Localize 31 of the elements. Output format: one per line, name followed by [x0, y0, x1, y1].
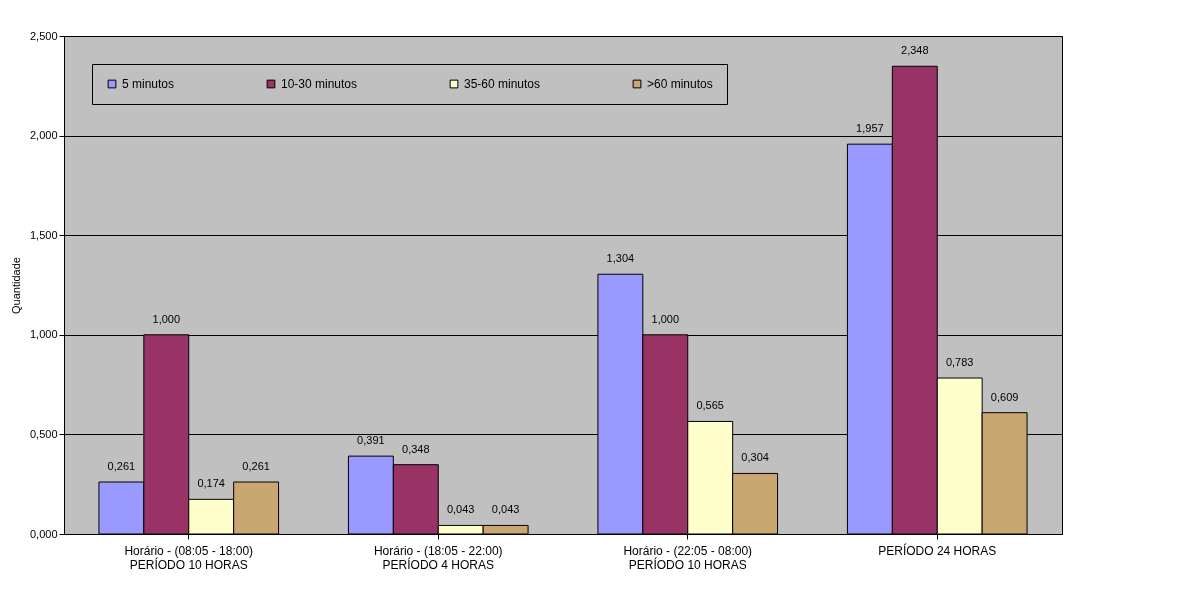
- data-label: 0,348: [402, 442, 430, 455]
- y-tick-label: 1,000: [29, 328, 58, 341]
- legend-label: >60 minutos: [647, 77, 713, 91]
- legend-label: 5 minutos: [122, 77, 175, 91]
- data-label: 1,957: [856, 122, 884, 135]
- data-label: 0,043: [446, 503, 475, 516]
- x-tick-label: Horário - (22:05 - 08:00) PERÍODO 10 HORAS: [623, 543, 753, 572]
- x-tick-label: Horário - (18:05 - 22:00) PERÍODO 4 HORAS: [373, 543, 503, 572]
- y-tick-label: 2,000: [29, 129, 58, 142]
- legend-label: 35-60 minutos: [464, 77, 541, 91]
- x-tick-label: PERÍODO 24 HORAS: [878, 542, 997, 558]
- data-label: 0,261: [242, 460, 270, 473]
- data-label: 0,391: [357, 434, 385, 447]
- y-tick-label: 0,000: [29, 527, 58, 540]
- x-tick-label: Horário - (08:05 - 18:00) PERÍODO 10 HORAS: [124, 543, 254, 572]
- y-tick-label: 2,500: [29, 29, 58, 42]
- y-axis-title: Quantidade: [9, 257, 22, 314]
- y-tick-label: 1,500: [29, 228, 58, 241]
- data-label: 0,174: [197, 477, 225, 490]
- data-label: 2,348: [901, 44, 929, 57]
- legend-label: 10-30 minutos: [281, 77, 358, 91]
- data-label: 0,783: [945, 356, 974, 369]
- data-label: 0,043: [491, 503, 520, 516]
- data-label: 0,609: [990, 390, 1019, 403]
- data-label: 0,304: [741, 451, 769, 464]
- y-tick-label: 0,500: [29, 427, 58, 440]
- data-label: 1,000: [651, 312, 680, 325]
- data-label: 0,565: [696, 399, 724, 412]
- data-label: 1,304: [606, 252, 635, 265]
- data-label: 1,000: [152, 312, 181, 325]
- data-label: 0,261: [107, 460, 136, 473]
